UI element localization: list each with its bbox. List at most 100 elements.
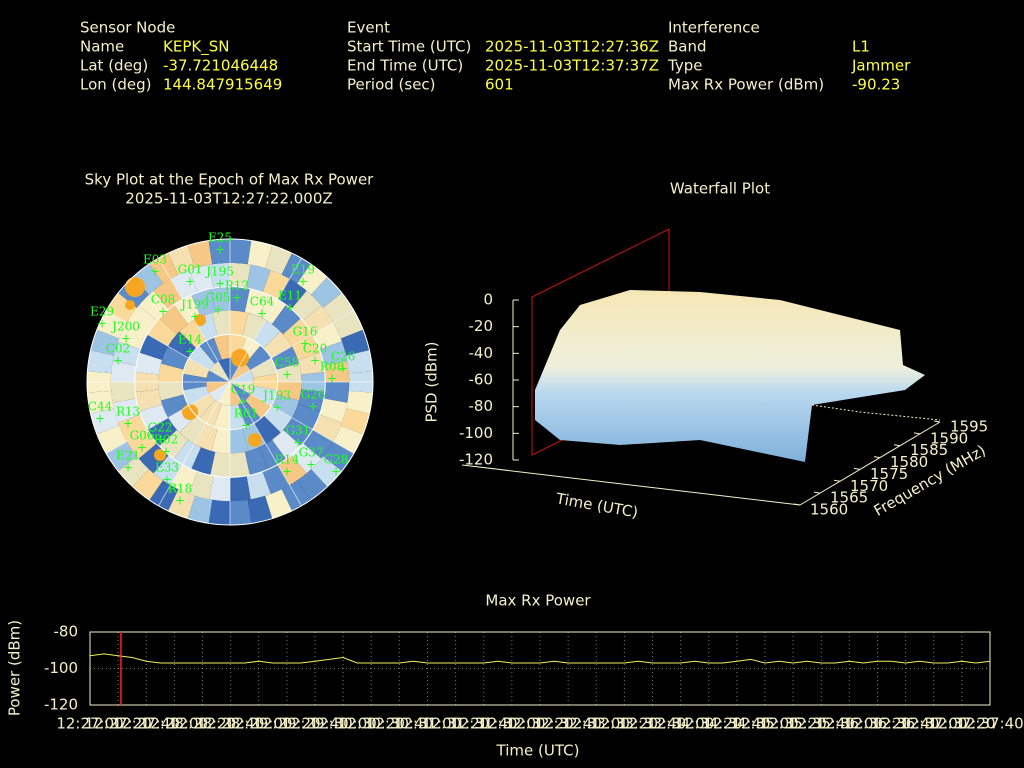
- x-tick-label: 12:37:00: [900, 715, 967, 733]
- satellite-label: G22: [148, 421, 173, 435]
- sky-cell: [259, 439, 287, 470]
- x-tick-label: 12:29:00: [225, 715, 292, 733]
- sky-cell: [346, 350, 373, 374]
- satellite-label: R02: [154, 433, 178, 447]
- x-tick-label: 12:30:40: [366, 715, 433, 733]
- sky-cell: [262, 270, 290, 300]
- x-tick-label: 12:31:20: [422, 715, 489, 733]
- satellite-marker: +: [155, 433, 165, 447]
- sky-cell: [126, 305, 157, 335]
- sky-cell: [211, 428, 230, 454]
- field-label: End Time (UTC): [347, 57, 463, 75]
- sky-cell: [265, 245, 293, 275]
- sky-cell: [208, 499, 230, 525]
- field-label: Period (sec): [347, 76, 436, 94]
- x-tick-label: 12:33:40: [619, 715, 686, 733]
- spectrum-surface: [535, 290, 925, 462]
- x-tick-label: 12:32:40: [534, 715, 601, 733]
- sky-cell: [87, 390, 114, 414]
- sky-cell: [283, 318, 313, 347]
- satellite-label: E03: [143, 253, 167, 267]
- satellite-label: G28: [324, 453, 349, 467]
- satellite-label: G26: [301, 388, 326, 402]
- sky-cell: [312, 414, 342, 442]
- sky-cell: [199, 400, 222, 427]
- satellite-label: J200: [110, 320, 140, 334]
- sky-plot: E25+E03+ G01+J195+E19+R12+G05+C64+E11+C08…: [86, 231, 374, 526]
- x-tick-label: 12:36:40: [872, 715, 939, 733]
- sky-cell: [158, 363, 184, 382]
- sky-cell: [247, 240, 273, 269]
- satellite-marker: +: [327, 372, 337, 386]
- satellite-marker: +: [310, 354, 320, 368]
- sky-cell: [179, 415, 207, 444]
- sky-cell: [147, 417, 177, 446]
- z-tick-label: -80: [469, 397, 494, 415]
- satellite-label: G01: [178, 263, 203, 277]
- sky-cell: [139, 334, 169, 360]
- field-value: 2025-11-03T12:37:37Z: [485, 57, 659, 75]
- sky-cell: [209, 262, 230, 289]
- field-label: Name: [80, 38, 124, 56]
- sky-cell: [319, 398, 348, 423]
- field-label: Type: [667, 57, 702, 75]
- x-tick-label: 12:28:00: [141, 715, 208, 733]
- sky-epoch: 2025-11-03T12:27:22.000Z: [125, 190, 332, 208]
- satellite-marker: +: [300, 337, 310, 351]
- x-tick-label: 12:29:40: [281, 715, 348, 733]
- satellite-label: C64: [250, 295, 275, 309]
- satellite-marker: +: [331, 465, 341, 479]
- sky-cell: [245, 345, 272, 371]
- satellite-label: R13: [116, 405, 140, 419]
- sky-cell: [210, 451, 230, 478]
- satellite-label: C08: [151, 293, 175, 307]
- satellite-marker: +: [175, 494, 185, 508]
- sky-cell: [250, 358, 277, 378]
- sky-cell: [188, 345, 215, 371]
- chart-title: Max Rx Power: [485, 592, 591, 610]
- sky-cell: [230, 451, 250, 478]
- sky-cell: [311, 277, 342, 308]
- sky-cell: [323, 292, 354, 323]
- satellite-label: J195: [204, 265, 234, 279]
- time-axis: [461, 464, 801, 506]
- satellite-marker: +: [257, 307, 267, 321]
- satellite-label: C02: [106, 342, 130, 356]
- x-tick-label: 12:36:20: [844, 715, 911, 733]
- sky-cell: [126, 429, 157, 459]
- sky-cell: [167, 245, 195, 275]
- interference-blob: [154, 449, 166, 461]
- sky-cell: [96, 310, 127, 339]
- satellite-marker: +: [121, 332, 131, 346]
- sky-cell: [132, 469, 163, 501]
- sky-cell: [242, 312, 266, 341]
- freq-tick-label: 1580: [890, 453, 928, 471]
- sky-cell: [135, 352, 162, 375]
- satellite-marker: +: [185, 275, 195, 289]
- sky-cell: [147, 318, 177, 347]
- sky-cell: [170, 464, 198, 494]
- satellite-marker: +: [298, 275, 308, 289]
- y-tick-label: -80: [54, 623, 79, 641]
- freq-tick-label: 1565: [830, 489, 868, 507]
- sky-cell: [168, 331, 197, 359]
- x-axis-label: Time (UTC): [496, 742, 580, 760]
- freq-tick: [793, 503, 801, 506]
- satellite-label: G31: [286, 424, 311, 438]
- sky-cell: [250, 386, 277, 406]
- z-tick-label: -100: [459, 424, 493, 442]
- x-tick-label: 12:37:40: [956, 715, 1023, 733]
- satellite-marker: +: [282, 465, 292, 479]
- satellite-label: E25: [208, 231, 232, 245]
- satellite-marker: +: [158, 305, 168, 319]
- sky-cell: [118, 414, 148, 442]
- field-value: Jammer: [851, 57, 911, 75]
- sky-cell: [323, 382, 350, 403]
- satellite-label: E21: [116, 449, 140, 463]
- x-tick-label: 12:34:40: [703, 715, 770, 733]
- x-tick-label: 12:32:20: [506, 715, 573, 733]
- x-tick-label: 12:32:00: [478, 715, 545, 733]
- sky-cell: [298, 352, 325, 375]
- sky-cell: [173, 294, 201, 325]
